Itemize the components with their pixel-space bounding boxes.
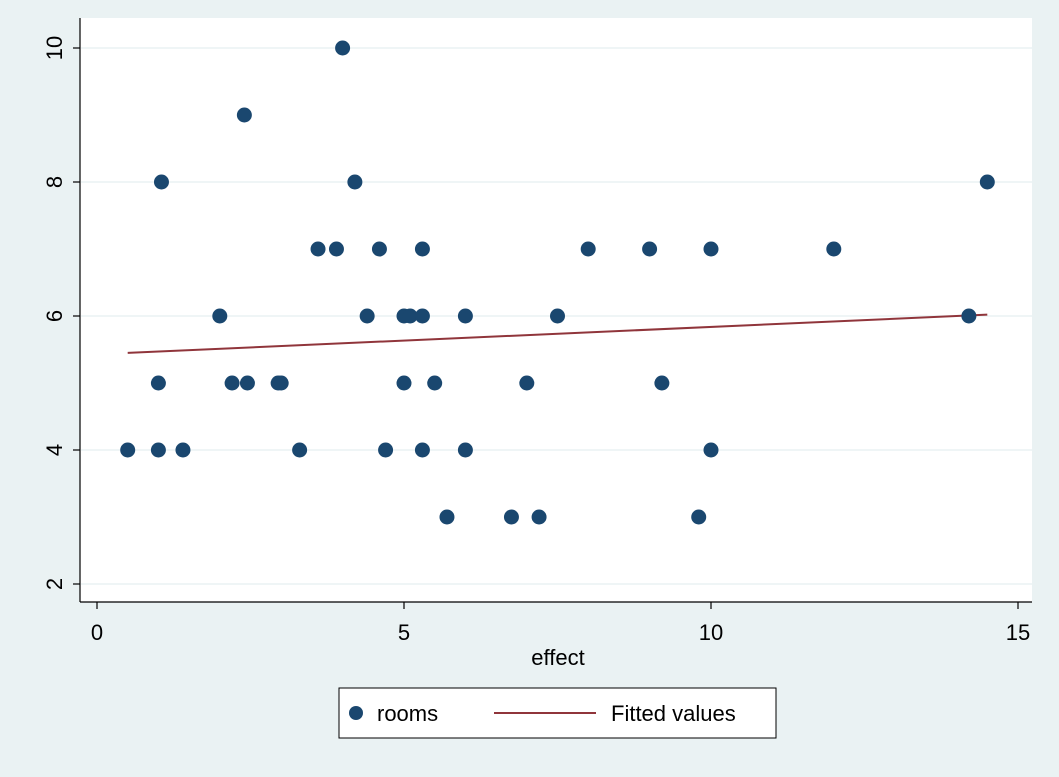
y-tick-label: 6 [42,310,67,322]
data-point [236,107,252,123]
data-point [153,174,169,190]
data-point [335,40,351,56]
data-point [519,375,535,391]
data-point [292,442,308,458]
data-point [402,308,418,324]
data-point [273,375,289,391]
data-point [224,375,240,391]
data-point [457,442,473,458]
data-point [414,241,430,257]
fitted-values-line [127,313,988,354]
data-point [642,241,658,257]
data-point [347,174,363,190]
y-tick-label: 4 [42,444,67,456]
y-tick-label: 2 [42,578,67,590]
data-point [826,241,842,257]
x-tick-label: 15 [1006,620,1030,645]
data-point [691,509,707,525]
data-point [457,308,473,324]
data-point [378,442,394,458]
legend: rooms Fitted values [338,687,777,739]
data-point [531,509,547,525]
fitted-values-series [127,313,988,354]
data-point [703,241,719,257]
x-axis-label: effect [531,645,584,670]
data-point [580,241,596,257]
x-tick-label: 10 [699,620,723,645]
legend-marker-rooms [349,706,363,720]
x-tick-label: 5 [398,620,410,645]
data-point [654,375,670,391]
data-point [396,375,412,391]
data-point [979,174,995,190]
data-point [961,308,977,324]
data-point [503,509,519,525]
data-point [427,375,443,391]
data-point [371,241,387,257]
rooms-series [120,40,995,525]
data-point [414,308,430,324]
data-point [150,375,166,391]
data-point [150,442,166,458]
legend-label-fitted-values: Fitted values [611,701,736,726]
y-tick-label: 8 [42,176,67,188]
x-tick-label: 0 [91,620,103,645]
legend-label-rooms: rooms [377,701,438,726]
data-point [239,375,255,391]
axes: 2 4 6 8 10 0 5 10 15 [42,18,1032,645]
data-point [212,308,228,324]
data-point [359,308,375,324]
data-point [175,442,191,458]
data-point [703,442,719,458]
data-point [328,241,344,257]
data-point [120,442,136,458]
data-point [414,442,430,458]
data-point [439,509,455,525]
data-point [550,308,565,324]
data-point [310,241,326,257]
y-tick-label: 10 [42,36,67,60]
